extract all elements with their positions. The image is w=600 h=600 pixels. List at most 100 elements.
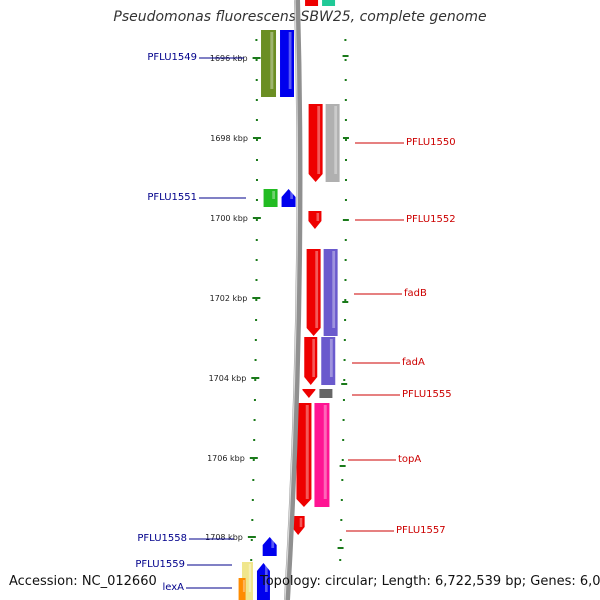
gene-topa-pink [314, 403, 330, 507]
track-dot [344, 119, 347, 121]
track-dot [255, 199, 258, 201]
track-dot [255, 299, 258, 301]
accession-text: Accession: NC_012660 [9, 574, 157, 589]
ruler-tick-label: 1700 kbp [210, 214, 248, 223]
gene-label-pflu1555[interactable]: PFLU1555 [402, 389, 452, 400]
gene-green [263, 189, 278, 207]
ruler-tick-label: 1702 kbp [210, 294, 248, 303]
track-dot [341, 479, 344, 481]
track-dot [253, 419, 256, 421]
gene-labels: PFLU1549 PFLU1550 PFLU1551 PFLU1552 fadB fadA… [135, 52, 455, 593]
gene-label-pflu1551[interactable]: PFLU1551 [147, 192, 197, 203]
gene-pflu1558 [262, 537, 277, 556]
gene-pflu1552 [308, 211, 322, 229]
gene-label-lexa[interactable]: lexA [162, 582, 184, 593]
gene-pflu1550-gray [325, 104, 340, 182]
track-dot [255, 59, 258, 61]
track-dot [339, 539, 342, 541]
track-dot [342, 399, 345, 401]
gene-pflu1559-highlight [265, 565, 268, 592]
gene-pflu1552-highlight [316, 213, 320, 221]
ruler-tick-label: 1704 kbp [209, 374, 247, 383]
track-dot [341, 459, 344, 461]
track-dot [343, 359, 346, 361]
track-dot [250, 539, 253, 541]
gene-olive [261, 30, 277, 97]
gene-pflu1558-highlight [271, 539, 275, 548]
track-dot [255, 159, 258, 161]
gene-pflu1550-highlight [317, 106, 321, 174]
track-dot [344, 139, 347, 141]
track-dot [344, 79, 347, 81]
track-dot [342, 439, 345, 441]
track-dot [255, 99, 258, 101]
track-dot [344, 259, 347, 261]
gene-top-partial-teal [322, 0, 336, 6]
gene-label-fadb[interactable]: fadB [404, 288, 427, 299]
gene-label-pflu1552[interactable]: PFLU1552 [406, 214, 456, 225]
track-dot [255, 279, 258, 281]
gene-pflu1550-gray-highlight [334, 106, 338, 174]
track-dot [252, 479, 255, 481]
track-dot [255, 239, 258, 241]
gene-fada-highlight [312, 339, 315, 377]
track-dot [254, 359, 257, 361]
gene-features [238, 0, 340, 600]
gene-label-pflu1557[interactable]: PFLU1557 [396, 525, 446, 536]
ruler-tick-label: 1706 kbp [207, 454, 245, 463]
gene-topa-highlight [305, 405, 309, 499]
track-dot [255, 119, 258, 121]
track-dot [344, 39, 347, 41]
track-dot [340, 519, 343, 521]
track-dot [344, 59, 347, 61]
gene-label-topa[interactable]: topA [398, 454, 421, 465]
gene-lexa-orange-highlight [242, 580, 245, 592]
gene-pflu1549-highlight [288, 32, 292, 89]
track-dot [343, 339, 346, 341]
track-dot [252, 459, 255, 461]
track-dot [255, 179, 258, 181]
track-dot [255, 259, 258, 261]
track-dot [344, 239, 347, 241]
track-dots [250, 39, 349, 561]
ruler-tick-label: 1698 kbp [210, 134, 248, 143]
gene-label-pflu1549[interactable]: PFLU1549 [147, 52, 197, 63]
track-dot [344, 319, 347, 321]
track-dot [251, 519, 254, 521]
gene-fadb-highlight [315, 251, 319, 328]
gene-label-fada[interactable]: fadA [402, 357, 425, 368]
track-dot [254, 379, 257, 381]
track-dot [255, 39, 258, 41]
gene-pflu1557-highlight [299, 518, 303, 527]
track-dot [344, 179, 347, 181]
gene-label-pflu1550[interactable]: PFLU1550 [406, 137, 456, 148]
gene-cream-highlight [248, 564, 252, 592]
track-dot [342, 419, 345, 421]
gene-label-pflu1558[interactable]: PFLU1558 [137, 533, 187, 544]
gene-pflu1551-highlight [290, 191, 294, 199]
track-dot [339, 559, 342, 561]
gene-pflu1559 [256, 563, 270, 600]
track-dot [250, 559, 253, 561]
gene-fadb-slate [323, 249, 338, 336]
track-dot [255, 319, 258, 321]
gene-pflu1557 [291, 516, 305, 535]
genome-summary-text: Topology: circular; Length: 6,722,539 bp… [260, 574, 600, 589]
gene-fada [304, 337, 318, 385]
gene-olive-highlight [270, 32, 274, 89]
gene-top-partial [305, 0, 319, 6]
ruler-tick-label: 1708 kbp [205, 533, 243, 542]
gene-pflu1551 [281, 189, 296, 207]
gene-topa [296, 403, 312, 507]
track-dot [251, 499, 254, 501]
track-dot [340, 499, 343, 501]
gene-label-pflu1559[interactable]: PFLU1559 [135, 559, 185, 570]
track-dot [344, 299, 347, 301]
backbone-arc-highlight [284, 0, 299, 600]
gene-pflu1549 [280, 30, 295, 97]
track-dot [253, 439, 256, 441]
gene-fada-slate-highlight [329, 339, 333, 377]
gene-lexa-orange [238, 578, 246, 600]
gene-fadb [306, 249, 321, 336]
